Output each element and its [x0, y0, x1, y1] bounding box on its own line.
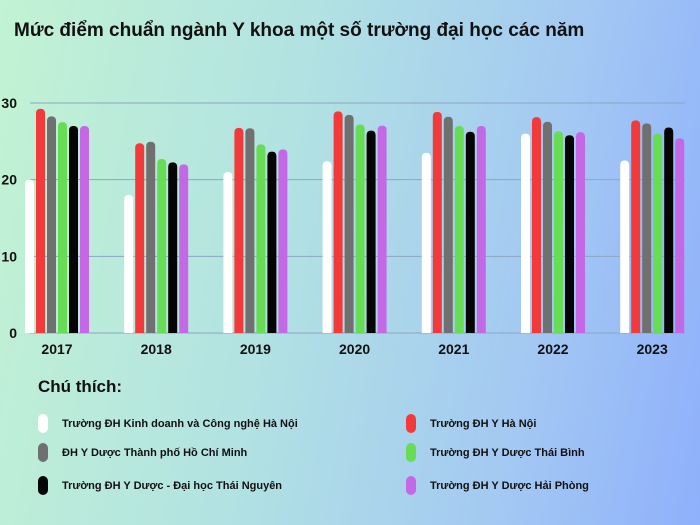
- legend-item: Trường ĐH Kinh doanh và Công nghệ Hà Nội: [38, 414, 298, 433]
- bar-chart: 0 10 20 30 2017 2018 2019 2020 2021 2022 2023: [1, 95, 685, 357]
- x-tick-labels: 2017 2018 2019 2020 2021 2022 2023: [41, 341, 668, 357]
- bar-2020-series-1: [333, 111, 343, 333]
- bar-2017-series-1: [36, 108, 45, 333]
- bar-2022-series-5: [576, 132, 585, 333]
- legend-item: Trường ĐH Y Hà Nội: [406, 414, 536, 433]
- legend-swatch: [406, 476, 416, 495]
- chart-title: Mức điểm chuẩn ngành Y khoa một số trườn…: [14, 20, 585, 41]
- bar-2018-series-2: [146, 141, 156, 333]
- legend-item: Trường ĐH Y Dược Hải Phòng: [406, 476, 589, 495]
- bar-2022-series-3: [554, 131, 563, 333]
- legend-swatch: [406, 443, 416, 462]
- legend-label: Trường ĐH Kinh doanh và Công nghệ Hà Nội: [62, 417, 298, 430]
- bar-2017-series-0: [25, 179, 34, 333]
- bar-2023-series-1: [631, 120, 641, 333]
- bar-2022-series-2: [543, 121, 552, 334]
- legend-swatch: [38, 414, 48, 433]
- legend-item: ĐH Y Dược Thành phố Hồ Chí Minh: [38, 443, 247, 462]
- y-tick-label: 30: [1, 95, 17, 111]
- legend-swatch: [38, 443, 48, 462]
- bar-2021-series-1: [432, 111, 442, 333]
- bar-2020-series-4: [366, 130, 376, 333]
- legend-item: Trường ĐH Y Dược Thái Bình: [406, 443, 585, 462]
- legend-swatch: [406, 414, 416, 433]
- bar-2023-series-3: [653, 133, 663, 333]
- bar-2018-series-3: [157, 158, 167, 333]
- bar-2021-series-2: [443, 116, 453, 333]
- legend-swatch: [38, 476, 48, 495]
- bar-2017-series-5: [80, 126, 89, 333]
- legend-label: Trường ĐH Y Dược Thái Bình: [430, 446, 585, 459]
- legend-item: Trường ĐH Y Dược - Đại học Thái Nguyên: [38, 476, 282, 495]
- bar-2023-series-4: [664, 127, 674, 334]
- bar-2019-series-5: [278, 149, 288, 333]
- y-tick-label: 20: [1, 172, 17, 188]
- bar-2022-series-4: [565, 135, 574, 333]
- bar-2021-series-4: [465, 131, 475, 333]
- x-tick-label: 2023: [637, 341, 668, 357]
- x-tick-label: 2020: [339, 341, 370, 357]
- legend-label: Trường ĐH Y Dược - Đại học Thái Nguyên: [62, 479, 283, 492]
- y-tick-label: 10: [1, 248, 17, 264]
- bar-2017-series-4: [69, 126, 78, 333]
- bar-2023-series-2: [642, 123, 652, 333]
- bar-2019-series-1: [234, 127, 244, 334]
- bar-2020-series-5: [377, 125, 387, 333]
- bar-2019-series-4: [267, 151, 277, 333]
- x-tick-label: 2018: [141, 341, 172, 357]
- legend-label: ĐH Y Dược Thành phố Hồ Chí Minh: [62, 446, 248, 459]
- bar-2018-series-0: [124, 195, 134, 333]
- legend-label: Trường ĐH Y Dược Hải Phòng: [430, 479, 589, 492]
- bar-2017-series-2: [47, 116, 56, 334]
- bar-2020-series-2: [344, 114, 354, 333]
- x-tick-label: 2021: [438, 341, 469, 357]
- bar-2017-series-3: [58, 122, 67, 334]
- x-tick-label: 2019: [240, 341, 271, 357]
- bar-2022-series-0: [521, 133, 530, 333]
- bar-2019-series-3: [256, 144, 266, 333]
- bar-2022-series-1: [532, 117, 541, 333]
- bar-2020-series-0: [322, 161, 332, 333]
- legend-label: Trường ĐH Y Hà Nội: [430, 417, 537, 430]
- bar-2020-series-3: [355, 124, 365, 333]
- legend-title: Chú thích:: [38, 377, 123, 396]
- x-tick-label: 2017: [41, 341, 72, 357]
- bar-2018-series-1: [135, 143, 145, 333]
- bar-2019-series-2: [245, 128, 255, 333]
- y-tick-label: 0: [9, 325, 17, 341]
- bar-2019-series-0: [223, 172, 233, 333]
- bar-2023-series-0: [620, 160, 630, 333]
- bar-2023-series-5: [675, 138, 685, 333]
- bar-2021-series-3: [454, 126, 464, 333]
- bar-2018-series-4: [168, 162, 178, 333]
- x-tick-label: 2022: [537, 341, 568, 357]
- bar-2018-series-5: [179, 164, 189, 333]
- y-tick-labels: 0 10 20 30: [1, 95, 17, 341]
- bar-2021-series-0: [421, 152, 431, 333]
- bars: [25, 108, 685, 334]
- bar-2021-series-5: [476, 126, 486, 333]
